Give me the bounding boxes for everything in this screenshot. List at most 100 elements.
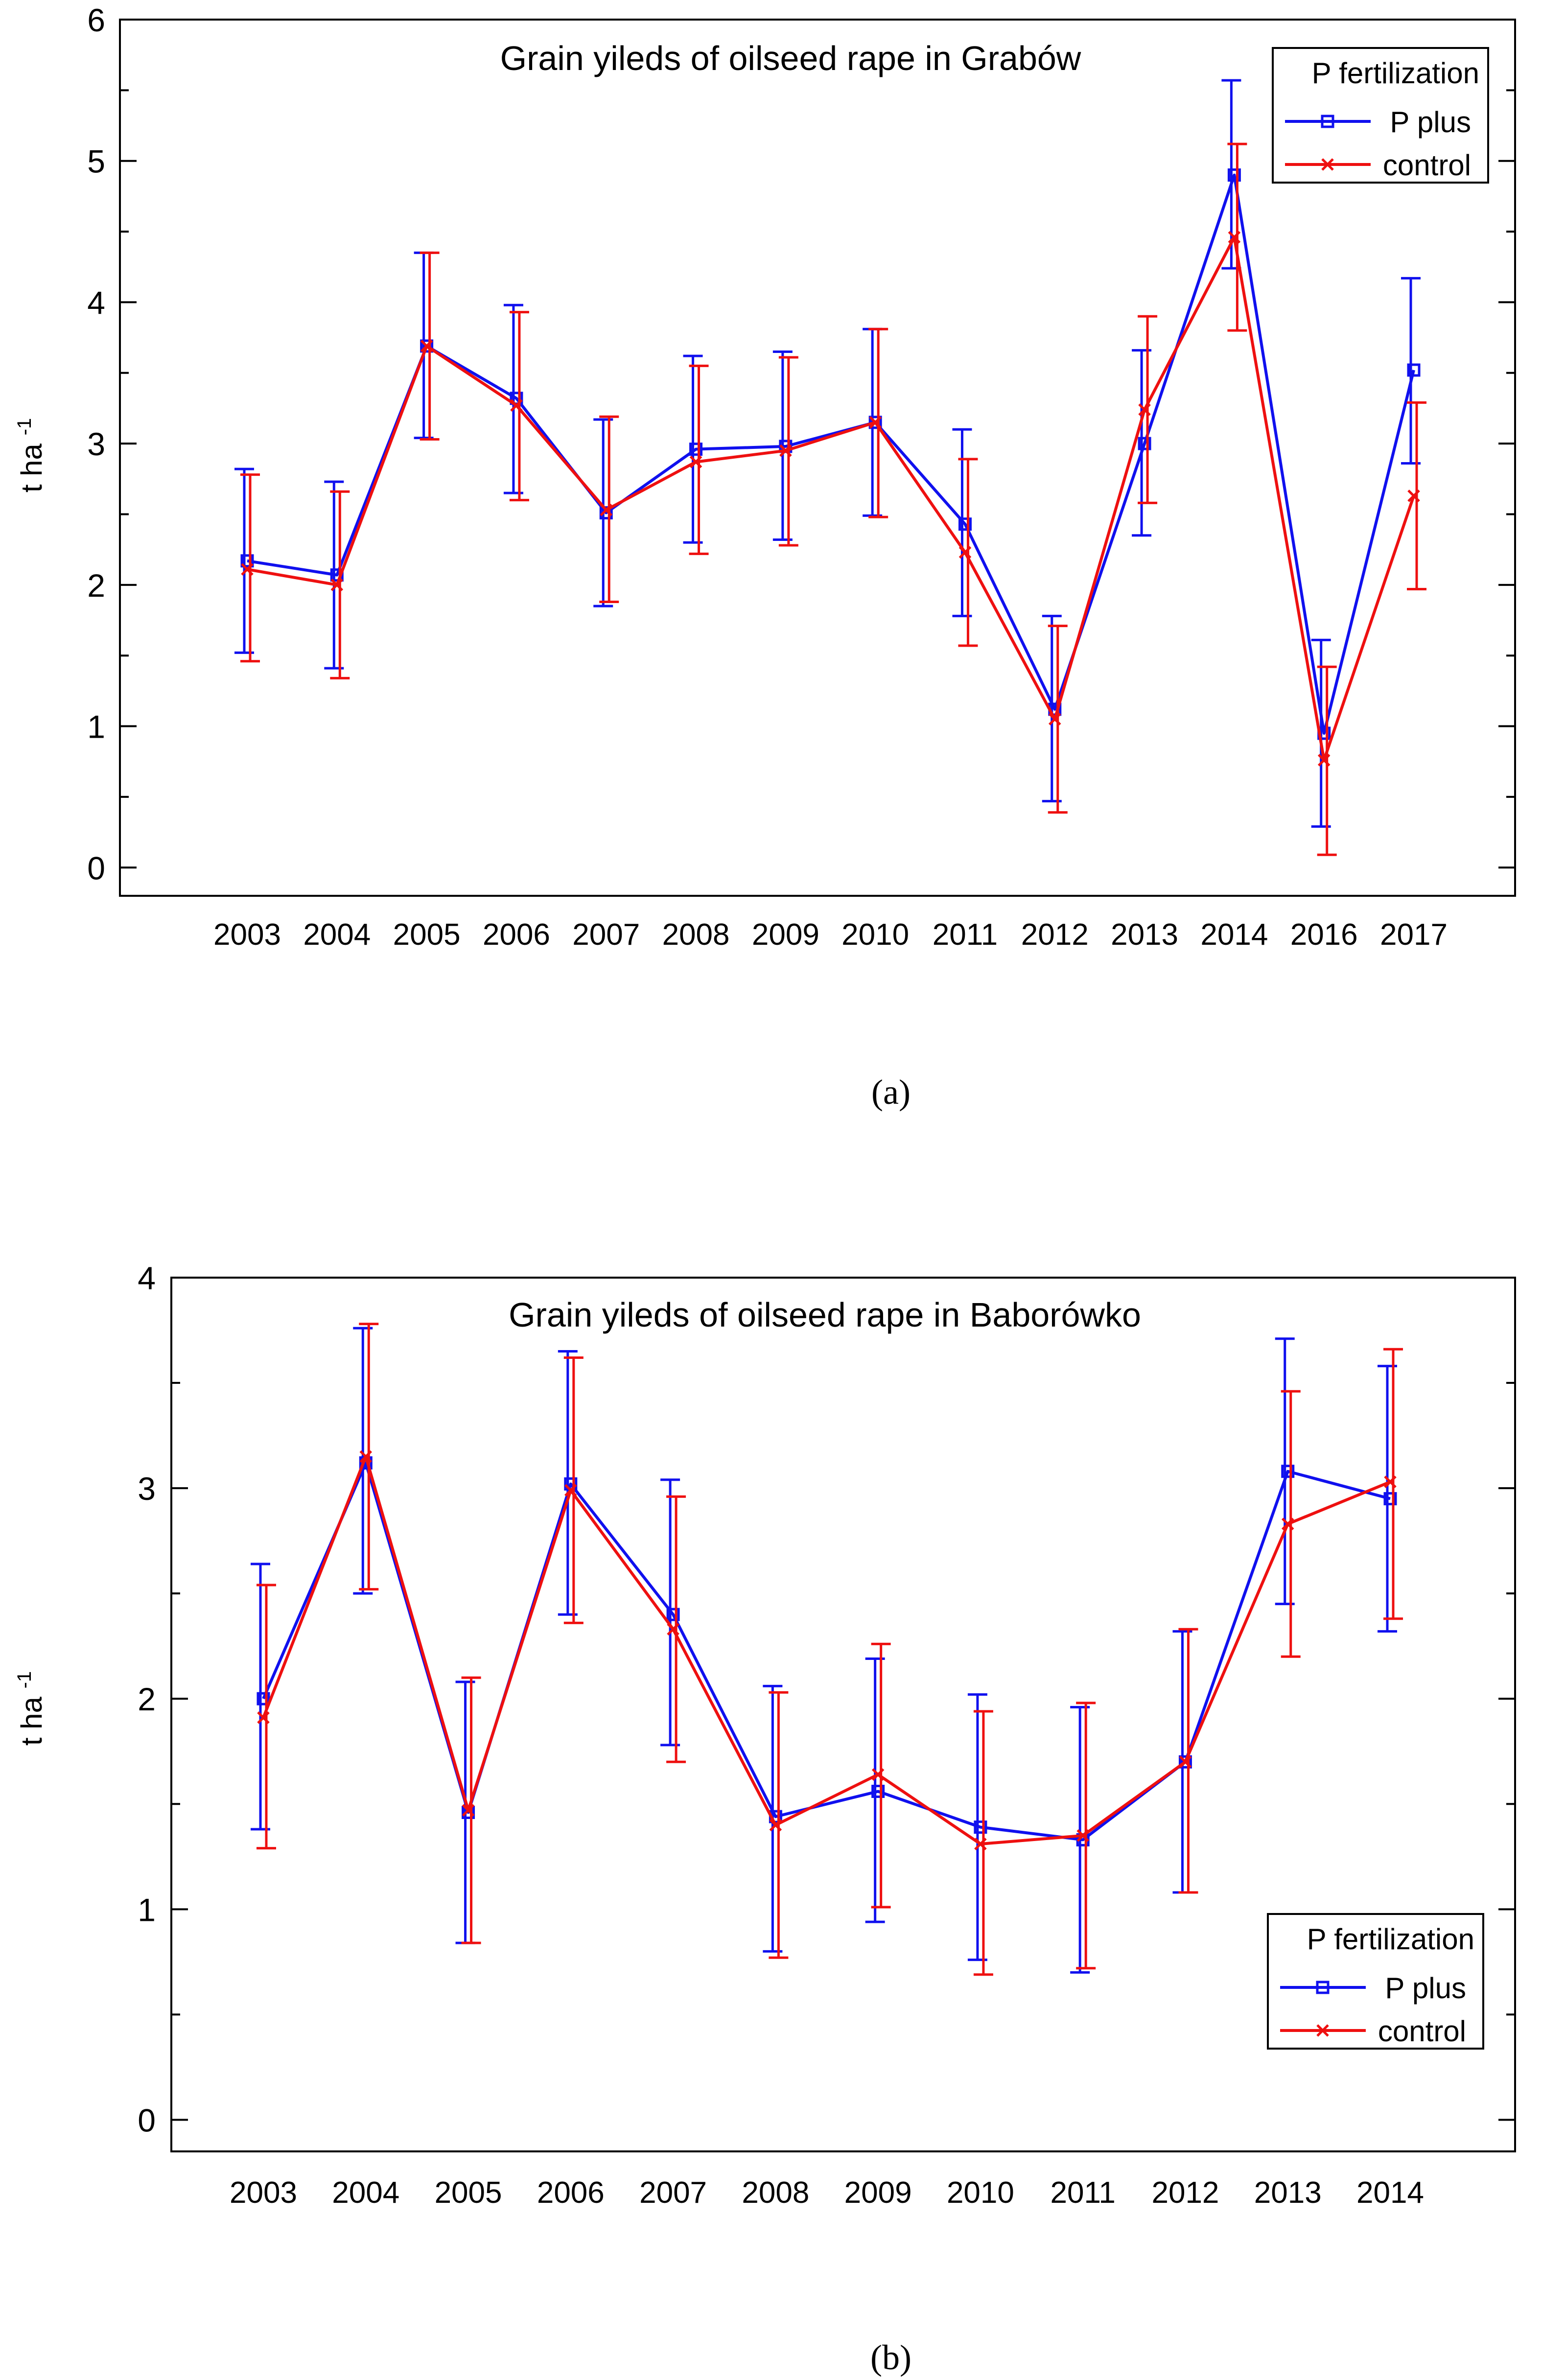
data-point — [689, 443, 703, 456]
data-point — [330, 579, 344, 591]
x-tick-label: 2013 — [1111, 918, 1178, 952]
legend-swatch-marker — [1321, 115, 1334, 128]
data-point — [1384, 1475, 1397, 1488]
plot-frame — [170, 1277, 1516, 2152]
data-point — [958, 546, 972, 559]
x-tick-label: 2017 — [1380, 918, 1448, 952]
x-tick-label: 2016 — [1290, 918, 1358, 952]
x-tick-label: 2007 — [572, 918, 640, 952]
series-p-plus — [234, 79, 1421, 828]
legend-box — [1267, 1913, 1484, 2050]
data-point — [420, 339, 434, 353]
plot-frame — [119, 19, 1516, 897]
data-point — [1228, 231, 1241, 244]
data-point — [1281, 1517, 1294, 1531]
data-point — [241, 563, 254, 576]
series-control — [257, 1323, 1403, 1976]
data-point — [1281, 1465, 1295, 1478]
x-tick-label: 2005 — [435, 2176, 502, 2210]
data-point — [769, 1819, 782, 1832]
data-point — [869, 416, 882, 429]
data-point — [1178, 1755, 1192, 1769]
y-tick-label: 5 — [87, 143, 105, 180]
legend-title: P fertilization — [1312, 57, 1479, 90]
data-point — [871, 1768, 885, 1781]
panel-caption: (a) — [871, 1073, 911, 1112]
legend-swatch-marker — [1316, 1981, 1330, 1994]
x-tick-label: 2011 — [933, 918, 998, 952]
y-tick-label: 4 — [87, 284, 105, 321]
legend-entry-label: control — [1378, 2015, 1466, 2048]
data-point — [1179, 1755, 1192, 1769]
y-axis-label-text: t ha — [15, 435, 48, 492]
legend-box — [1272, 47, 1489, 184]
data-point — [689, 455, 702, 468]
data-point — [1383, 1492, 1397, 1506]
data-point — [1317, 754, 1331, 767]
data-point — [240, 554, 254, 568]
x-tick-label: 2005 — [393, 918, 461, 952]
data-point — [1407, 363, 1421, 377]
data-point — [600, 504, 612, 516]
chart-panel-1: 0 1 2 3 4 5 6 2003 2004 2005 2006 2007 2008 2009 2010 2… — [14, 2, 1516, 1112]
legend: P fertilization P plus control — [1267, 1913, 1484, 2050]
y-tick-label: 6 — [87, 2, 105, 38]
data-point — [599, 506, 613, 520]
legend-entry-label: control — [1383, 149, 1471, 182]
chart-title: Grain yileds of oilseed rape in Baborówk… — [509, 1296, 1141, 1334]
x-tick-label: 2010 — [947, 2176, 1014, 2210]
x-tick-label: 2009 — [752, 918, 819, 952]
x-tick-label: 2006 — [483, 918, 550, 952]
data-point — [510, 399, 523, 412]
data-point — [1076, 1829, 1089, 1842]
x-tick-label: 2011 — [1051, 2176, 1116, 2210]
series-line — [247, 235, 1415, 762]
data-point — [1407, 490, 1420, 502]
y-tick-label: 2 — [87, 567, 105, 604]
x-tick-label: 2014 — [1356, 2176, 1424, 2210]
data-point — [359, 1450, 373, 1463]
x-tick-label: 2007 — [639, 2176, 707, 2210]
legend-swatch-marker — [1321, 158, 1334, 171]
data-point — [1227, 168, 1241, 182]
data-point — [257, 1692, 270, 1705]
data-point — [667, 1623, 679, 1636]
data-point — [871, 1784, 885, 1798]
x-tick-label: 2008 — [662, 918, 730, 952]
x-tick-label: 2009 — [844, 2176, 912, 2210]
panel-caption: (b) — [870, 2338, 911, 2377]
data-point — [1138, 437, 1151, 450]
data-point — [958, 517, 972, 531]
data-point — [1049, 713, 1061, 725]
y-tick-label: 3 — [87, 426, 105, 462]
data-point — [868, 416, 882, 429]
y-axis-label: t ha -1 — [14, 418, 48, 492]
x-tick-label: 2006 — [537, 2176, 605, 2210]
data-point — [666, 1608, 680, 1621]
y-tick-label: 4 — [138, 1260, 156, 1296]
legend: P fertilization P plus control — [1272, 47, 1489, 184]
data-point — [779, 444, 792, 457]
chart-title: Grain yileds of oilseed rape in Grabów — [500, 39, 1081, 77]
y-axis-label: t ha -1 — [14, 1671, 48, 1746]
data-point — [257, 1711, 270, 1724]
legend-entry-label: P plus — [1390, 106, 1471, 139]
data-point — [330, 568, 344, 582]
y-tick-label: 2 — [138, 1681, 156, 1717]
legend-entry-label: P plus — [1385, 1972, 1466, 2005]
y-axis-label-text: t ha — [15, 1688, 48, 1746]
data-point — [1138, 403, 1151, 416]
y-tick-label: 1 — [87, 709, 105, 745]
y-tick-label: 1 — [138, 1891, 156, 1928]
data-point — [974, 1838, 987, 1850]
x-tick-label: 2004 — [332, 2176, 399, 2210]
legend-title: P fertilization — [1307, 1923, 1474, 1956]
data-point — [462, 1804, 475, 1817]
chart-panel-2: 0 1 2 3 4 2003 2004 2005 2006 2007 2008 2009 2010 201… — [14, 1260, 1516, 2377]
x-tick-label: 2003 — [230, 2176, 297, 2210]
y-axis-label-superscript: -1 — [14, 418, 35, 436]
x-tick-label: 2010 — [841, 918, 909, 952]
x-tick-label: 2008 — [742, 2176, 809, 2210]
x-tick-label: 2013 — [1254, 2176, 1322, 2210]
y-tick-label: 0 — [138, 2102, 156, 2138]
